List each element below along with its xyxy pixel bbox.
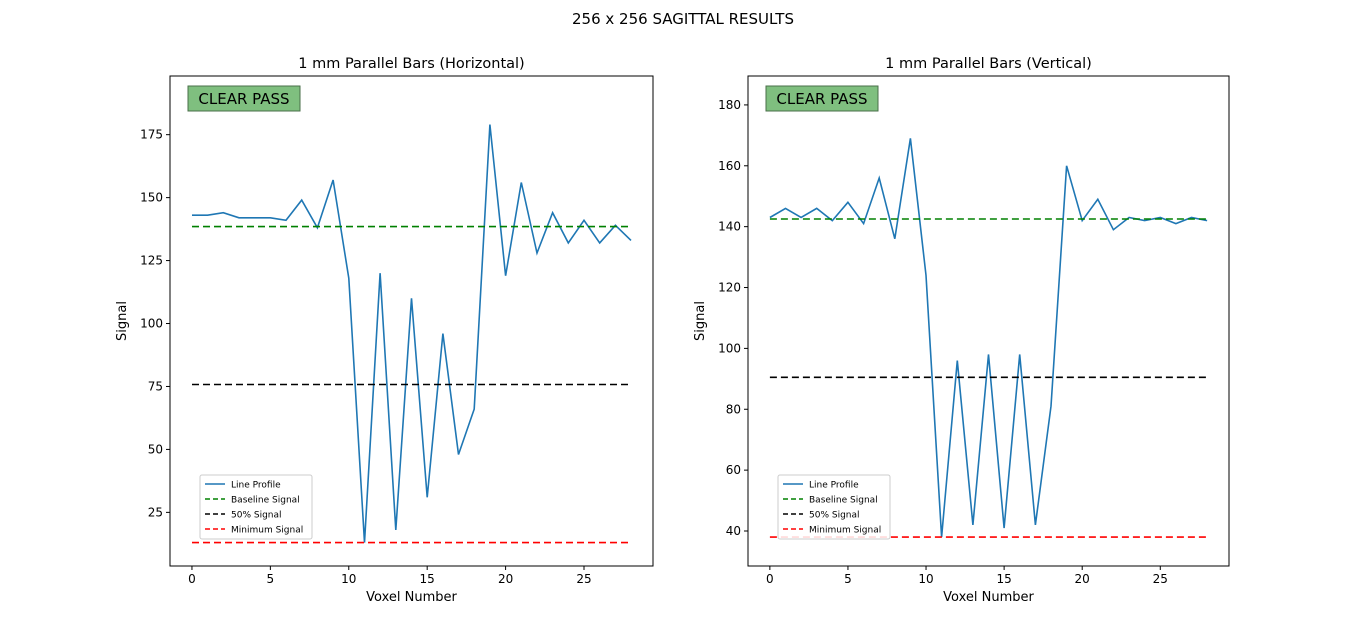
y-axis-label: Signal xyxy=(693,301,708,341)
figure-title: 256 x 256 SAGITTAL RESULTS xyxy=(572,10,794,28)
y-tick-label: 60 xyxy=(726,463,741,477)
x-tick-label: 5 xyxy=(267,572,275,586)
legend-label: Minimum Signal xyxy=(231,526,303,536)
clear-pass-badge-label: CLEAR PASS xyxy=(776,90,867,108)
legend-label: Minimum Signal xyxy=(809,526,881,536)
legend-label: Line Profile xyxy=(231,481,281,491)
y-tick-label: 80 xyxy=(726,402,741,416)
x-tick-label: 0 xyxy=(188,572,196,586)
y-tick-label: 100 xyxy=(718,341,741,355)
chart-title: 1 mm Parallel Bars (Vertical) xyxy=(885,56,1092,72)
x-tick-label: 0 xyxy=(766,572,774,586)
x-tick-label: 20 xyxy=(498,572,513,586)
x-tick-label: 25 xyxy=(1153,572,1168,586)
y-tick-label: 160 xyxy=(718,159,741,173)
clear-pass-badge xyxy=(187,85,301,112)
y-tick-label: 120 xyxy=(718,281,741,295)
x-tick-label: 5 xyxy=(844,572,852,586)
plot-frame xyxy=(747,75,1230,567)
series-line-line-profile xyxy=(192,124,632,543)
y-tick-label: 100 xyxy=(140,317,163,331)
legend-label: Baseline Signal xyxy=(231,496,300,506)
chart-panel-2: 1 mm Parallel Bars (Vertical) 0 5 10 15 20 25 4… xyxy=(693,56,1230,605)
x-tick-label: 10 xyxy=(918,572,933,586)
y-tick-label: 175 xyxy=(140,128,163,142)
x-tick-label: 15 xyxy=(420,572,435,586)
chart-panel-1: 1 mm Parallel Bars (Horizontal) 0 5 10 15 20 2… xyxy=(115,56,654,605)
x-tick-label: 25 xyxy=(576,572,591,586)
legend-label: Baseline Signal xyxy=(809,496,878,506)
y-tick-label: 140 xyxy=(718,220,741,234)
x-tick-label: 15 xyxy=(996,572,1011,586)
y-axis-label: Signal xyxy=(115,301,130,341)
legend-box xyxy=(777,474,891,540)
chart-title: 1 mm Parallel Bars (Horizontal) xyxy=(298,56,524,72)
clear-pass-badge xyxy=(765,85,879,112)
x-tick-label: 10 xyxy=(341,572,356,586)
legend-label: Line Profile xyxy=(809,481,859,491)
y-tick-label: 25 xyxy=(148,505,163,519)
legend-box xyxy=(199,474,313,540)
y-tick-label: 180 xyxy=(718,98,741,112)
x-axis-label: Voxel Number xyxy=(943,590,1034,605)
x-axis-label: Voxel Number xyxy=(366,590,457,605)
plot-frame xyxy=(169,75,654,567)
y-tick-label: 50 xyxy=(148,442,163,456)
y-tick-label: 75 xyxy=(148,379,163,393)
y-tick-label: 125 xyxy=(140,254,163,268)
legend-label: 50% Signal xyxy=(809,511,860,521)
x-tick-label: 20 xyxy=(1075,572,1090,586)
legend-label: 50% Signal xyxy=(231,511,282,521)
y-tick-label: 40 xyxy=(726,524,741,538)
y-tick-label: 150 xyxy=(140,191,163,205)
clear-pass-badge-label: CLEAR PASS xyxy=(198,90,289,108)
